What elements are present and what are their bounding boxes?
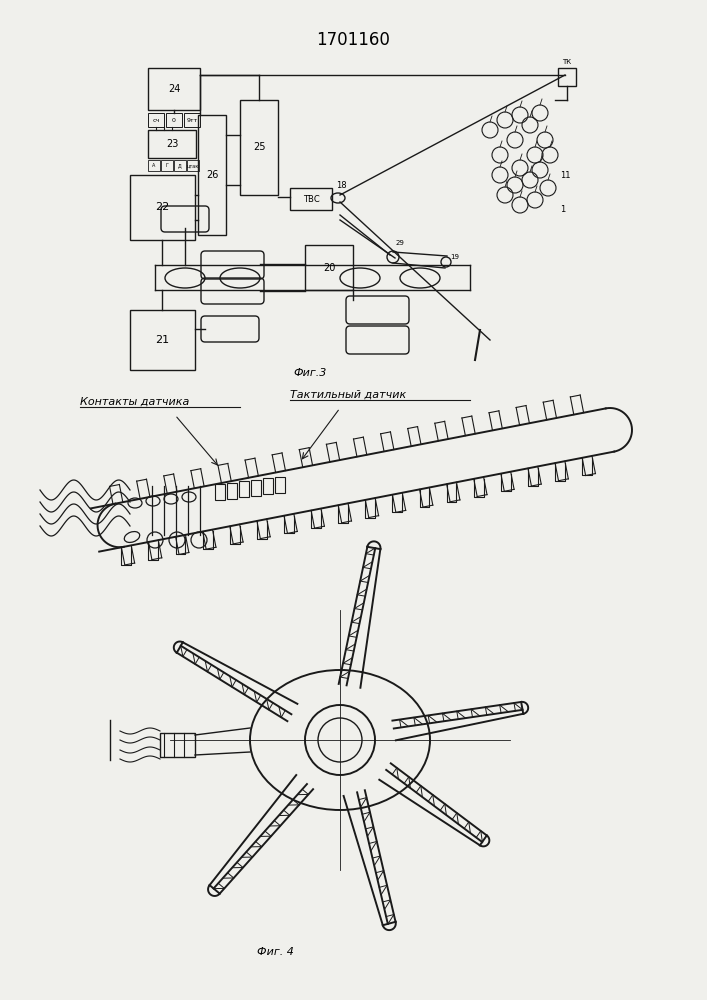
Text: 26: 26 <box>206 170 218 180</box>
Text: 18: 18 <box>336 180 346 190</box>
Text: ТВС: ТВС <box>303 194 320 204</box>
Text: Контакты датчика: Контакты датчика <box>80 397 189 407</box>
Bar <box>148 68 200 110</box>
Text: Г: Г <box>165 163 168 168</box>
Text: А: А <box>152 163 156 168</box>
Bar <box>240 100 278 195</box>
Bar <box>148 160 160 171</box>
Bar <box>184 113 200 127</box>
Bar <box>130 310 195 370</box>
Text: Тактильный датчик: Тактильный датчик <box>290 390 407 400</box>
Text: 29: 29 <box>395 240 404 246</box>
Bar <box>161 160 173 171</box>
Bar <box>239 481 249 497</box>
Text: Д: Д <box>178 163 182 168</box>
Bar <box>148 113 164 127</box>
Bar <box>174 160 186 171</box>
Bar <box>290 188 332 210</box>
Bar <box>263 478 273 494</box>
Text: 19: 19 <box>450 254 460 260</box>
Text: 23: 23 <box>166 139 178 149</box>
Bar <box>166 113 182 127</box>
Text: 24: 24 <box>168 84 180 94</box>
Bar <box>275 477 285 492</box>
Bar <box>160 733 195 757</box>
Text: Фиг. 4: Фиг. 4 <box>257 947 293 957</box>
Text: ТК: ТК <box>563 59 571 65</box>
Text: сч: сч <box>153 117 160 122</box>
Text: цтак: цтак <box>187 163 199 168</box>
Bar <box>130 175 195 240</box>
Text: 11: 11 <box>560 170 571 180</box>
Text: 1701160: 1701160 <box>316 31 390 49</box>
Bar <box>251 480 261 495</box>
Text: 0: 0 <box>172 117 176 122</box>
Text: 22: 22 <box>155 202 169 212</box>
Text: 25: 25 <box>252 142 265 152</box>
Text: 20: 20 <box>323 263 335 273</box>
Bar <box>215 484 225 500</box>
Text: 1: 1 <box>561 206 566 215</box>
Bar <box>227 483 237 498</box>
Bar <box>187 160 199 171</box>
Bar <box>198 115 226 235</box>
Bar <box>148 130 196 158</box>
Bar <box>558 68 576 86</box>
Bar <box>305 245 353 290</box>
Text: Фиг.3: Фиг.3 <box>293 368 327 378</box>
Text: 21: 21 <box>155 335 169 345</box>
Text: 9тт: 9тт <box>187 117 198 122</box>
